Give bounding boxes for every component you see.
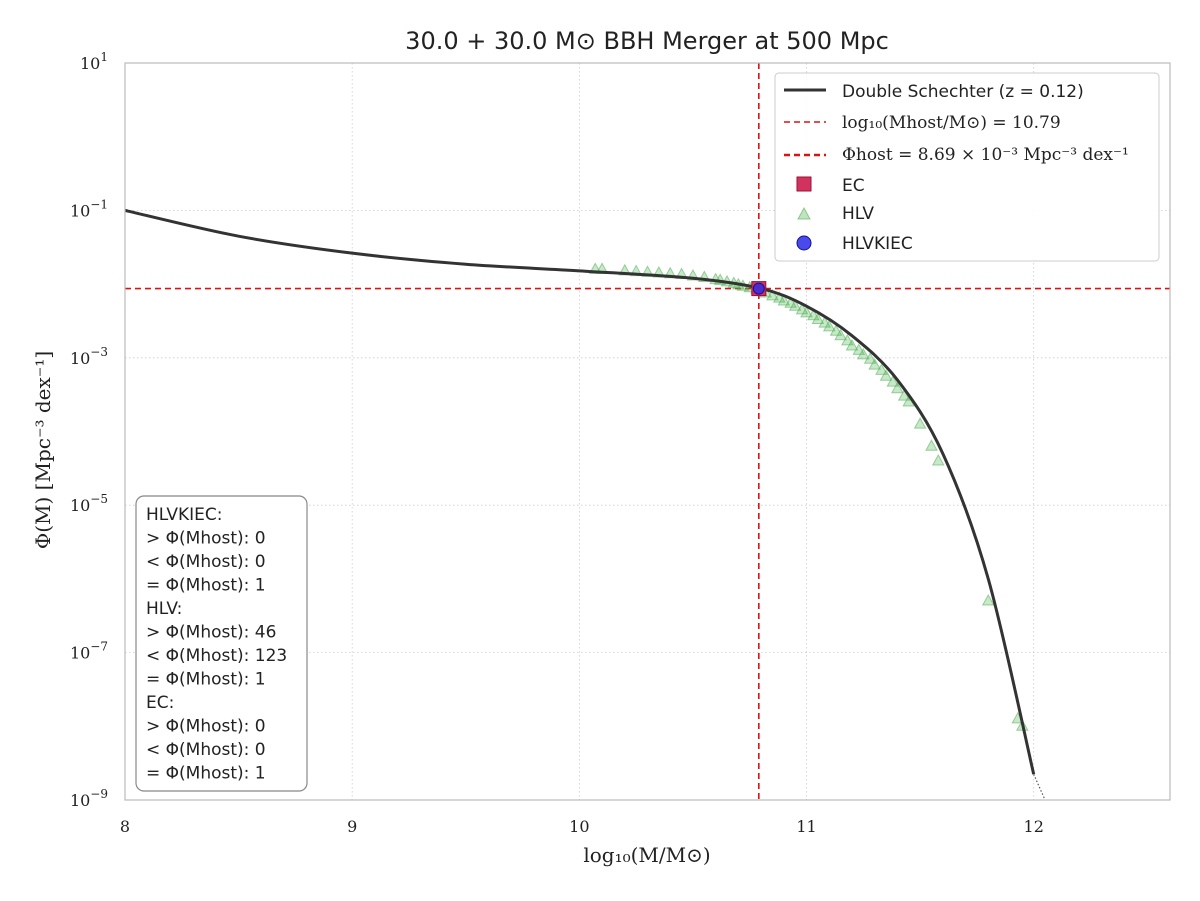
stats-line: = Φ(Mhost): 1	[146, 576, 266, 596]
chart-title: 30.0 + 30.0 M⊙ BBH Merger at 500 Mpc	[405, 27, 889, 55]
hlv-point	[931, 453, 945, 466]
hlv-point	[800, 305, 813, 318]
hlv-point	[777, 294, 791, 306]
stats-line: HLV:	[146, 599, 182, 619]
hlv-point	[863, 352, 877, 364]
x-tick-label: 9	[347, 817, 357, 836]
x-axis-label: log₁₀(M/M⊙)	[583, 843, 710, 867]
hlv-point	[868, 358, 882, 370]
hlv-point	[822, 319, 836, 332]
stats-line: < Φ(Mhost): 0	[146, 740, 266, 760]
legend-hlvkiec-marker	[796, 235, 812, 251]
y-tick-label: 101	[80, 50, 108, 73]
hlv-point	[811, 312, 825, 324]
y-tick-label: 10−9	[70, 787, 108, 810]
y-tick-label: 10−1	[70, 197, 108, 220]
stats-line: = Φ(Mhost): 1	[146, 764, 266, 784]
legend-frame	[774, 72, 1160, 262]
x-tick-label: 12	[1024, 817, 1044, 836]
hlv-point	[856, 347, 870, 360]
hlv-point	[845, 338, 859, 351]
hlv-point	[981, 593, 995, 606]
hlv-point	[766, 288, 779, 301]
legend-ec-label: EC	[842, 176, 865, 196]
plot-area	[124, 63, 1170, 801]
stats-line: = Φ(Mhost): 1	[146, 670, 266, 690]
y-tick-label: 10−7	[70, 640, 108, 663]
legend-hlv-marker	[797, 206, 811, 220]
hlv-point	[886, 375, 900, 387]
legend-ec-marker	[796, 176, 812, 192]
stats-line: > Φ(Mhost): 0	[146, 529, 266, 549]
x-axis-ticks: 8 9 10 11 12	[120, 817, 1044, 836]
legend-host-mass-label: log₁₀(Mhost/M⊙) = 10.79	[842, 113, 1061, 133]
x-tick-label: 10	[569, 817, 589, 836]
hlv-point	[879, 369, 893, 381]
x-tick-label: 11	[796, 817, 816, 836]
x-tick-label: 8	[120, 817, 130, 836]
legend-curve-label: Double Schechter (z = 0.12)	[842, 82, 1084, 102]
legend-host-phi-label: Φhost = 8.69 × 10⁻³ Mpc⁻³ dex⁻¹	[842, 145, 1129, 165]
hlv-point	[834, 328, 847, 341]
y-tick-label: 10−3	[70, 345, 108, 368]
legend-hlvkiec-label: HLVKIEC	[842, 234, 913, 254]
stats-line: EC:	[146, 693, 174, 713]
stats-line: < Φ(Mhost): 123	[146, 646, 287, 666]
hlv-point	[772, 291, 786, 303]
legend-hlv-label: HLV	[842, 204, 874, 224]
y-tick-label: 10−5	[70, 492, 108, 515]
y-axis-label: Φ(M) [Mpc⁻³ dex⁻¹]	[31, 351, 55, 549]
hlv-point	[891, 381, 904, 394]
hlv-point	[788, 299, 802, 311]
stats-line: HLVKIEC:	[146, 505, 223, 525]
y-axis-ticks: 101 10−1 10−3 10−5 10−7 10−9	[70, 50, 108, 810]
hlv-point	[925, 439, 938, 451]
stats-line: < Φ(Mhost): 0	[146, 552, 266, 572]
hlvkiec-point	[752, 282, 765, 295]
schechter-curve-tail	[1033, 773, 1046, 801]
hlv-point	[784, 296, 797, 308]
stats-box: HLVKIEC: > Φ(Mhost): 0 < Φ(Mhost): 0 = Φ(Mh…	[135, 495, 308, 792]
stats-line: > Φ(Mhost): 0	[146, 717, 266, 737]
hlv-point	[913, 417, 927, 429]
plot-frame	[124, 62, 1171, 801]
hlv-point	[795, 302, 809, 315]
legend: Double Schechter (z = 0.12) log₁₀(Mhost/…	[774, 72, 1160, 262]
hlv-point	[875, 363, 888, 375]
stats-box-frame	[135, 495, 308, 792]
stats-line: > Φ(Mhost): 46	[146, 623, 276, 643]
